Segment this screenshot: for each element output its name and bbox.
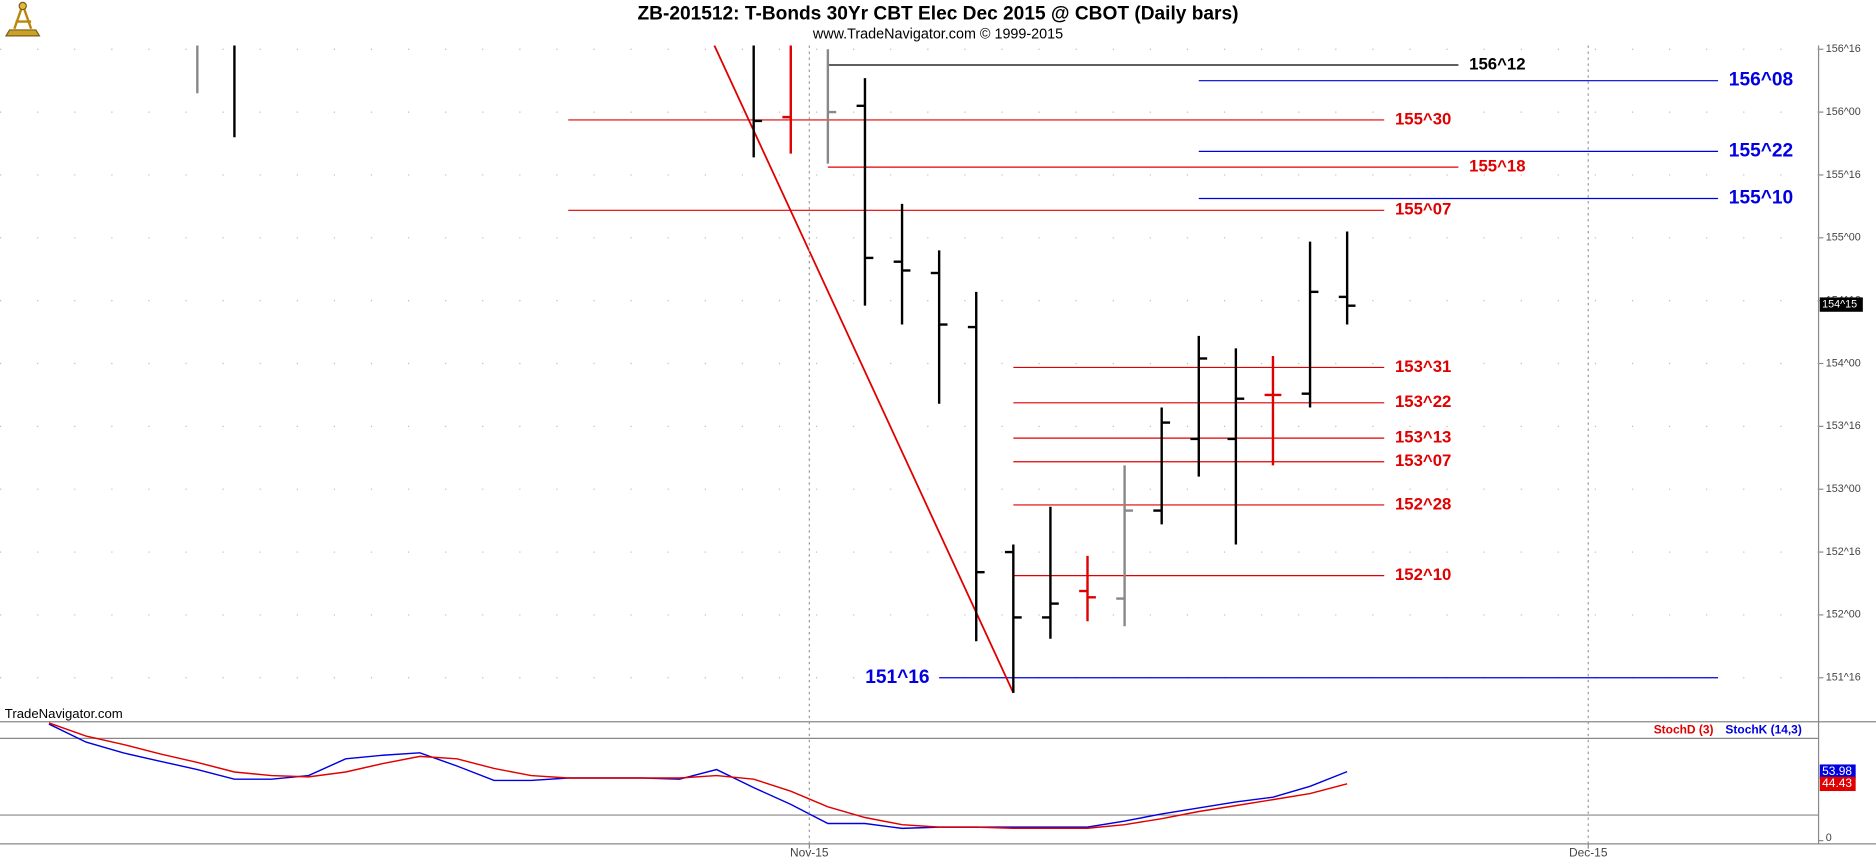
level-label: 155^18: [1469, 157, 1525, 176]
y-tick-label: 151^16: [1826, 672, 1861, 684]
y-tick-label: 155^16: [1826, 169, 1861, 181]
y-tick-label: 154^00: [1826, 357, 1861, 369]
y-tick-label: 152^00: [1826, 609, 1861, 621]
y-tick-label: 156^00: [1826, 106, 1861, 118]
last-value-box: [1819, 776, 1856, 792]
stoch-line: [48, 723, 1348, 830]
level-label: 153^31: [1395, 357, 1451, 376]
y-tick-label: 153^00: [1826, 483, 1861, 495]
level-label: 152^10: [1395, 565, 1451, 584]
price-pane: [0, 45, 1819, 694]
y-tick-label: 0: [1826, 832, 1832, 844]
level-label: 153^07: [1395, 451, 1451, 470]
legend-entry: StochK (14,3): [1725, 722, 1801, 736]
level-label: 153^13: [1395, 428, 1451, 447]
y-tick-label: 153^16: [1826, 420, 1861, 432]
level-label: 155^30: [1395, 109, 1451, 128]
annotations: 156^16156^00155^16155^00154^16154^00153^…: [790, 43, 1863, 860]
last-price-box: [1819, 297, 1863, 312]
y-tick-label: 152^16: [1826, 546, 1861, 558]
trendline: [713, 45, 1015, 694]
y-tick-label: 155^00: [1826, 232, 1861, 244]
level-label: 151^16: [865, 667, 929, 688]
legend-entry: StochD (3): [1654, 722, 1714, 736]
level-label: 155^07: [1395, 200, 1451, 219]
last-price-label: 154^15: [1822, 298, 1857, 310]
y-tick-label: 156^16: [1826, 43, 1861, 55]
level-label: 155^10: [1729, 188, 1793, 209]
level-label: 156^12: [1469, 54, 1525, 73]
stoch-line: [48, 722, 1348, 829]
stoch-pane: [0, 722, 1819, 830]
last-value-box: [1819, 764, 1856, 779]
level-label: 152^28: [1395, 494, 1451, 513]
last-value-label: 53.98: [1822, 764, 1852, 778]
logo: [4, 1, 41, 37]
level-label: 153^22: [1395, 392, 1451, 411]
x-tick-label: Nov-15: [790, 846, 829, 860]
last-value-label: 44.43: [1822, 776, 1852, 790]
x-tick-label: Dec-15: [1569, 846, 1608, 860]
watermark: TradeNavigator.com: [5, 706, 123, 721]
level-label: 156^08: [1729, 70, 1794, 91]
level-label: 155^22: [1729, 140, 1793, 161]
chart-subtitle: www.TradeNavigator.com © 1999-2015: [812, 27, 1063, 43]
chart-title: ZB-201512: T-Bonds 30Yr CBT Elec Dec 201…: [638, 3, 1239, 24]
